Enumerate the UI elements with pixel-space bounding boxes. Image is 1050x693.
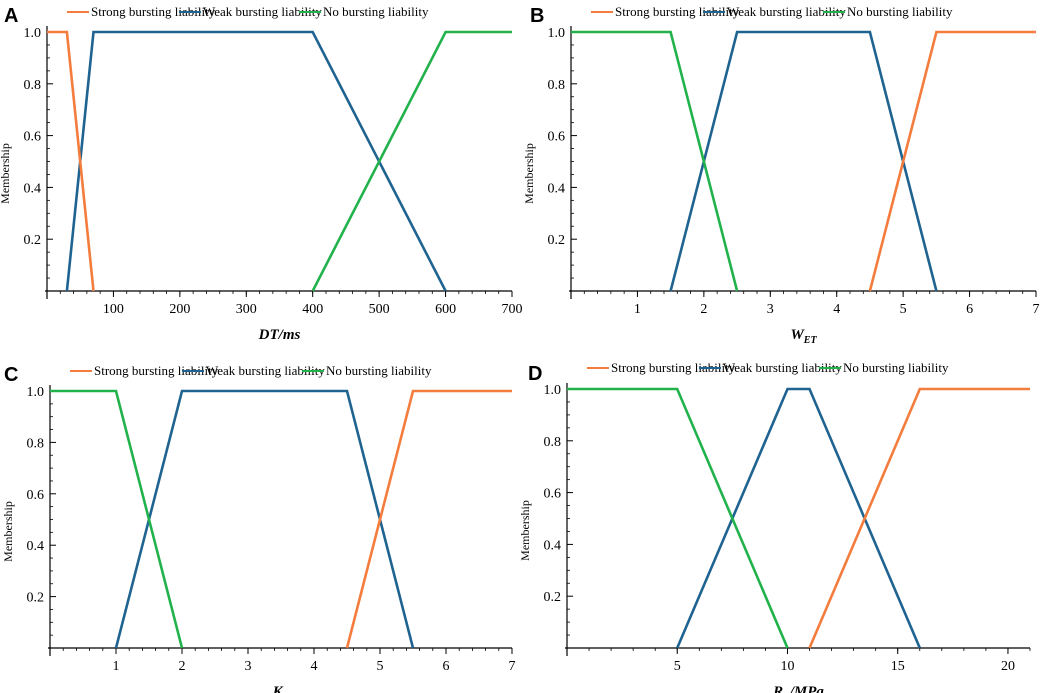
y-axis-label: Membership [1, 501, 15, 562]
y-tick-label: 0.4 [544, 538, 562, 553]
x-tick-label: 500 [369, 302, 390, 317]
panel-letter: A [4, 5, 18, 27]
legend-label: Weak bursting liability [727, 4, 846, 19]
x-tick-label: 5 [377, 659, 384, 674]
x-tick-label: 600 [435, 302, 456, 317]
y-tick-label: 0.6 [27, 488, 45, 503]
legend-label: Strong bursting liability [94, 363, 219, 378]
y-tick-label: 1.0 [27, 385, 45, 400]
x-tick-label: 15 [891, 659, 905, 674]
x-axis-label-subscript: ET [803, 335, 818, 346]
x-tick-label: 3 [245, 659, 252, 674]
y-tick-label: 1.0 [548, 26, 566, 41]
panel-letter: C [4, 364, 18, 386]
x-tick-label: 4 [833, 302, 840, 317]
x-tick-label: 1 [634, 302, 641, 317]
y-tick-label: 0.2 [544, 590, 562, 605]
x-tick-label: 7 [509, 659, 516, 674]
legend-label: Strong bursting liability [615, 4, 740, 19]
x-tick-label: 2 [700, 302, 707, 317]
x-axis-label: WET [790, 327, 817, 346]
y-tick-label: 0.6 [548, 130, 566, 145]
y-tick-label: 0.8 [27, 436, 45, 451]
legend-label: Weak bursting liability [206, 363, 325, 378]
x-tick-label: 2 [179, 659, 186, 674]
series-line-strong [808, 387, 1030, 649]
x-axis-label-main: W [790, 327, 805, 343]
x-tick-label: 5 [900, 302, 907, 317]
series-line-none [50, 389, 184, 649]
legend-label: Strong bursting liability [611, 360, 736, 375]
y-axis-label: Membership [518, 500, 532, 561]
y-axis-label: Membership [0, 143, 12, 204]
y-tick-label: 0.8 [24, 78, 42, 93]
panel-letter: D [528, 363, 542, 385]
x-axis-label-suffix: /MPa [789, 684, 825, 693]
series-line-weak [676, 387, 921, 649]
x-tick-label: 700 [502, 302, 523, 317]
x-tick-label: 200 [169, 302, 190, 317]
legend-label: No bursting liability [326, 363, 432, 378]
y-axis-label: Membership [522, 143, 536, 204]
y-tick-label: 0.8 [548, 78, 566, 93]
series-line-strong [868, 30, 1036, 292]
y-tick-label: 0.2 [24, 233, 42, 248]
x-tick-label: 20 [1001, 659, 1015, 674]
y-tick-label: 0.8 [544, 435, 562, 450]
legend-label: Strong bursting liability [91, 4, 216, 19]
x-tick-label: 300 [236, 302, 257, 317]
series-line-weak [669, 30, 938, 292]
y-tick-label: 0.6 [544, 487, 562, 502]
legend-label: No bursting liability [323, 4, 429, 19]
y-tick-label: 0.6 [24, 130, 42, 145]
x-tick-label: 6 [966, 302, 973, 317]
x-tick-label: 6 [443, 659, 450, 674]
x-tick-label: 10 [780, 659, 794, 674]
x-tick-label: 400 [302, 302, 323, 317]
series-line-weak [65, 30, 447, 292]
series-line-strong [47, 30, 95, 292]
x-tick-label: 7 [1033, 302, 1040, 317]
panel-letter: B [530, 5, 544, 27]
legend-label: No bursting liability [843, 360, 949, 375]
y-tick-label: 1.0 [24, 26, 42, 41]
series-line-weak [114, 389, 415, 649]
legend-label: Weak bursting liability [723, 360, 842, 375]
x-tick-label: 4 [311, 659, 318, 674]
series-line-none [567, 387, 789, 649]
y-tick-label: 0.2 [27, 591, 45, 606]
series-line-none [311, 30, 512, 292]
x-axis-label-main: R [772, 684, 783, 693]
x-axis-label-main: DT/ms [258, 327, 301, 343]
x-tick-label: 3 [767, 302, 774, 317]
x-axis-label: KE [272, 684, 290, 693]
x-tick-label: 5 [674, 659, 681, 674]
legend-label: Weak bursting liability [203, 4, 322, 19]
x-axis-label-main: K [272, 684, 284, 693]
x-tick-label: 100 [103, 302, 124, 317]
x-axis-label: RC/MPa [772, 684, 824, 693]
y-tick-label: 0.4 [27, 539, 45, 554]
y-tick-label: 0.4 [548, 181, 566, 196]
x-tick-label: 1 [113, 659, 120, 674]
y-tick-label: 0.2 [548, 233, 566, 248]
y-tick-label: 0.4 [24, 181, 42, 196]
y-tick-label: 1.0 [544, 383, 562, 398]
series-line-none [571, 30, 739, 292]
x-axis-label: DT/ms [258, 327, 301, 343]
series-line-strong [345, 389, 512, 649]
legend-label: No bursting liability [847, 4, 953, 19]
